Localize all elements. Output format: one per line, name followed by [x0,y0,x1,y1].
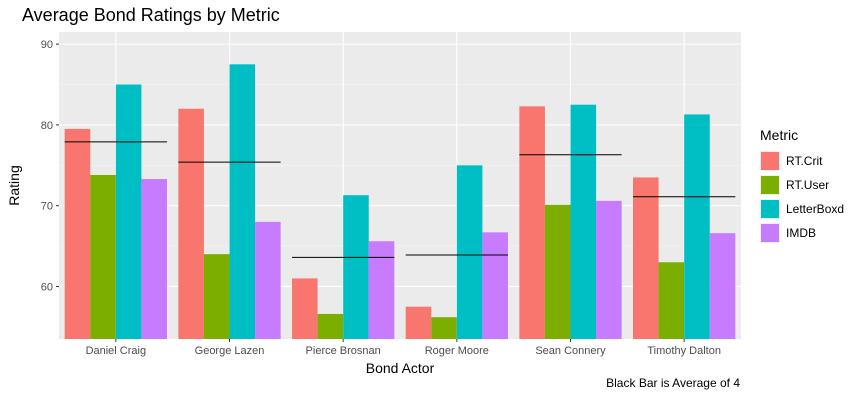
x-tick-label: Sean Connery [535,345,606,357]
chart-caption: Black Bar is Average of 4 [606,376,740,390]
bar-imdb-roger-moore [482,232,508,339]
bar-imdb-sean-connery [596,200,622,339]
x-tick-label: George Lazen [195,345,265,357]
x-tick-label: Daniel Craig [86,345,147,357]
bar-rt-user-roger-moore [431,317,457,339]
bar-rt-user-sean-connery [544,204,571,339]
x-tick-label: Pierce Brosnan [306,345,381,357]
legend: Metric RT.Crit RT.User LetterBoxd IMDB [760,127,844,245]
bars [64,64,736,340]
chart-title: Average Bond Ratings by Metric [22,5,280,25]
legend-item-imdb: IMDB [760,221,844,245]
legend-item-rt-crit: RT.Crit [760,149,844,173]
bar-rt-user-george-lazen [203,254,230,339]
legend-swatch-imdb [760,223,780,243]
bar-rt-user-timothy-dalton [658,262,685,339]
legend-label-rt-crit: RT.Crit [786,154,823,168]
legend-swatch-rt-crit [760,151,780,171]
bar-letterboxd-sean-connery [570,104,597,339]
bar-rt-crit-daniel-craig [64,128,91,339]
legend-label-imdb: IMDB [786,226,816,240]
x-axis-title: Bond Actor [366,360,435,376]
plot-panel [59,32,741,339]
y-tick-label: 80 [41,120,53,132]
legend-item-letterboxd: LetterBoxd [760,197,844,221]
bar-imdb-timothy-dalton [709,233,736,339]
y-axis-ticks: 60 70 80 90 [41,39,59,293]
bar-rt-user-pierce-brosnan [317,313,344,339]
bar-letterboxd-roger-moore [456,165,483,339]
legend-label-letterboxd: LetterBoxd [786,202,845,216]
x-tick-label: Timothy Dalton [647,345,721,357]
x-tick-label: Roger Moore [425,345,489,357]
bar-rt-user-daniel-craig [90,174,116,339]
legend-title: Metric [760,127,799,143]
average-lines [64,141,736,258]
bar-rt-crit-sean-connery [519,106,545,339]
y-axis-title: Rating [6,165,22,205]
legend-swatch-letterboxd [760,199,780,219]
bar-letterboxd-timothy-dalton [684,114,710,339]
bar-rt-crit-roger-moore [405,306,432,339]
bar-imdb-daniel-craig [141,179,167,339]
legend-swatch-rt-user [760,175,780,195]
bar-letterboxd-pierce-brosnan [343,195,369,339]
bar-imdb-pierce-brosnan [368,241,395,339]
legend-label-rt-user: RT.User [786,178,830,192]
y-tick-label: 90 [41,39,53,51]
bar-rt-crit-pierce-brosnan [292,278,318,339]
bar-imdb-george-lazen [255,221,281,339]
bar-rt-crit-george-lazen [178,108,204,339]
legend-items: RT.Crit RT.User LetterBoxd IMDB [760,149,844,245]
x-axis-ticks: Daniel Craig George Lazen Pierce Brosnan Ro… [86,339,721,357]
y-tick-label: 70 [41,201,53,213]
y-tick-label: 60 [41,281,53,293]
bar-letterboxd-george-lazen [229,64,256,339]
bar-letterboxd-daniel-craig [115,84,142,340]
legend-item-rt-user: RT.User [760,173,844,197]
bar-rt-crit-timothy-dalton [633,177,659,339]
